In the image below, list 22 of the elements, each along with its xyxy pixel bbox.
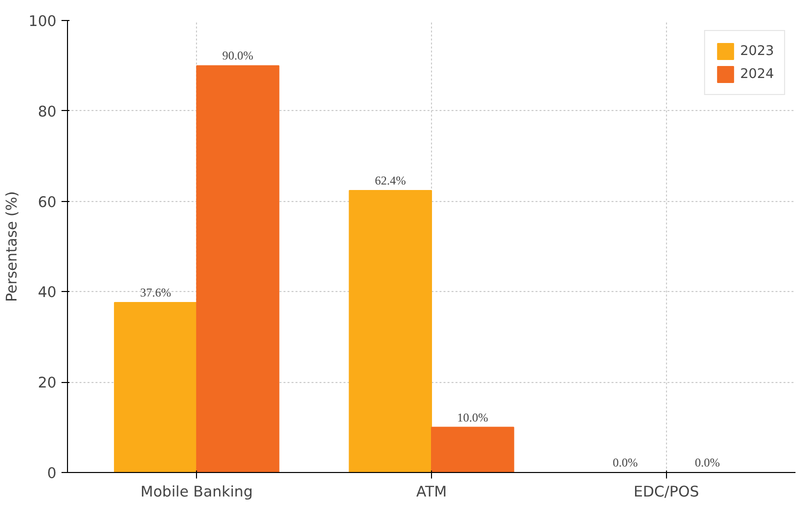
x-tick-label: ATM <box>416 484 447 500</box>
y-axis-title: Persentase (%) <box>4 191 21 302</box>
legend-label: 2023 <box>740 44 774 58</box>
x-tick-label: EDC/POS <box>634 484 700 500</box>
bar <box>431 426 514 472</box>
y-tick-label: 100 <box>28 13 57 30</box>
y-tick-label: 20 <box>38 374 57 392</box>
data-label: 0.0% <box>694 456 720 470</box>
bar <box>348 190 432 472</box>
y-tick-label: 60 <box>38 194 57 211</box>
legend-label: 2024 <box>740 66 774 82</box>
x-tick-label: Mobile Banking <box>140 484 253 500</box>
bar <box>196 65 280 472</box>
y-tick-label: 80 <box>38 103 57 120</box>
data-label: 90.0% <box>222 48 254 63</box>
data-label: 0.0% <box>612 456 638 470</box>
y-tick-label: 0 <box>47 465 57 482</box>
data-label: 10.0% <box>457 410 488 424</box>
data-label: 37.6% <box>140 286 172 300</box>
y-tick-label: 40 <box>38 284 57 302</box>
data-label: 62.4% <box>374 173 406 188</box>
bar <box>114 302 198 472</box>
